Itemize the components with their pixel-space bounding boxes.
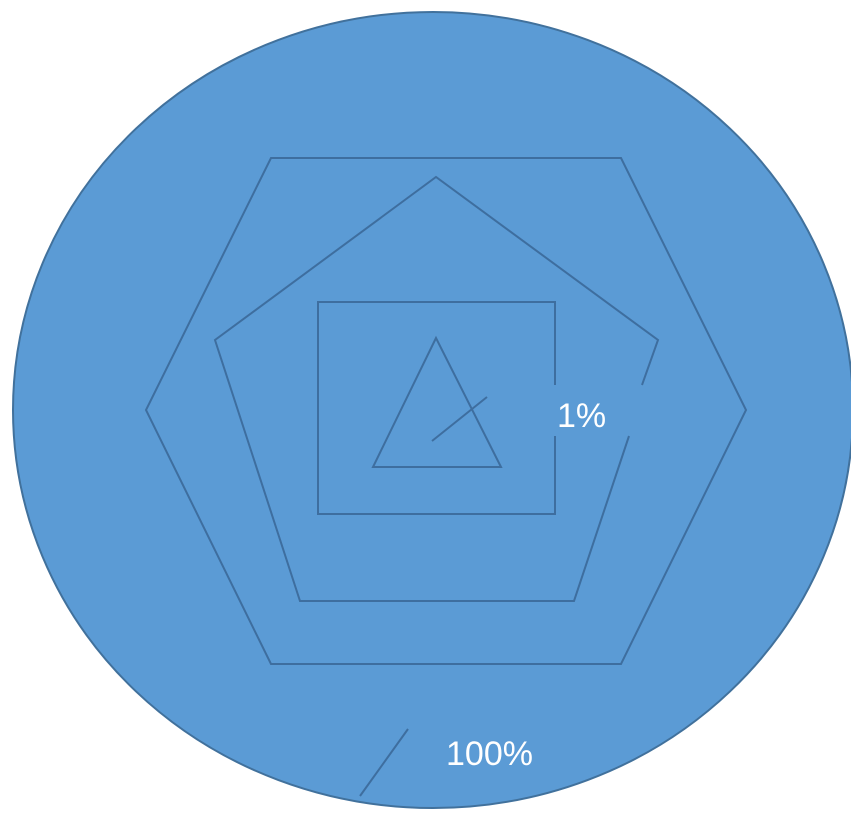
square-outline [317,301,556,515]
triangle-outline [371,335,503,468]
pentagon-outline [213,175,660,602]
outer-circle [12,11,851,809]
outer-connector-line [359,728,409,797]
inner-percent-label: 1% [557,397,606,435]
inner-connector-line [431,396,488,442]
hexagon-outline [144,157,748,665]
outer-percent-label: 100% [446,735,533,773]
